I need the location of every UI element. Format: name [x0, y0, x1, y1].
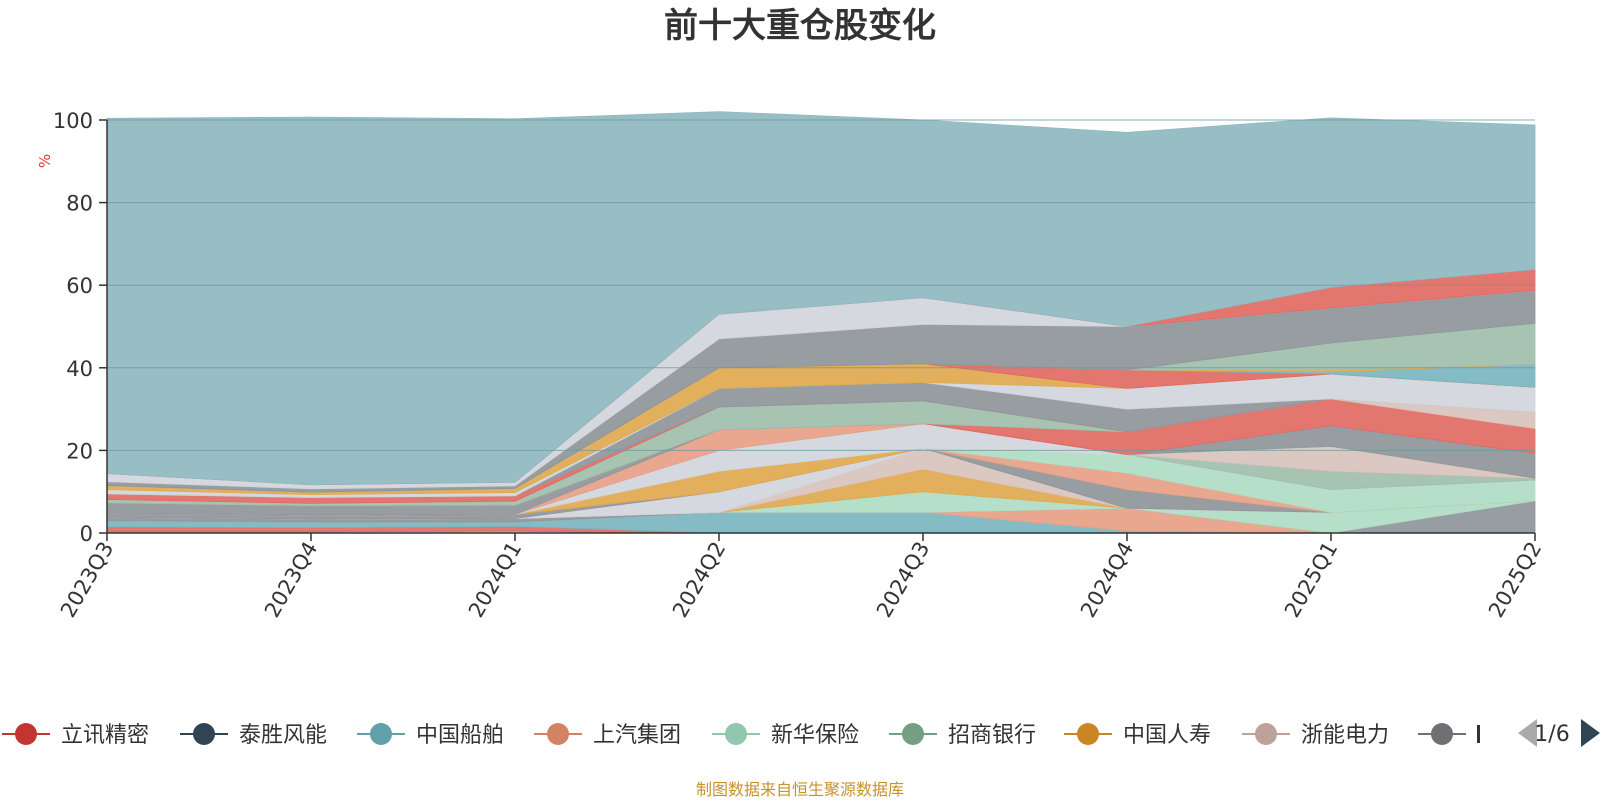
x-tick-label: 2024Q2: [668, 538, 730, 622]
y-tick-label: 20: [66, 439, 93, 463]
y-tick-label: 0: [80, 522, 93, 546]
legend-label: 新华保险: [771, 723, 859, 748]
x-tick-label: 2024Q3: [872, 538, 934, 622]
y-tick-label: 80: [66, 192, 93, 216]
legend-marker: [370, 723, 392, 745]
legend-marker: [193, 723, 215, 745]
legend-marker: [547, 723, 569, 745]
legend-item[interactable]: 上汽集团: [534, 723, 681, 748]
y-tick-label: 40: [66, 357, 93, 381]
x-tick-label: 2024Q4: [1076, 538, 1138, 622]
legend-marker: [1431, 723, 1453, 745]
legend-label: 浙能电力: [1301, 723, 1389, 748]
legend-item[interactable]: 中国船舶: [357, 723, 504, 748]
legend-next-icon[interactable]: [1581, 719, 1600, 747]
legend-label: 泰胜风能: [239, 723, 327, 748]
legend-item[interactable]: 立讯精密: [2, 723, 149, 748]
stacked-areas: [106, 111, 1536, 534]
legend-item[interactable]: 泰胜风能: [180, 723, 327, 748]
legend-marker: [15, 723, 37, 745]
legend-item[interactable]: 中国人寿: [1064, 723, 1211, 748]
source-note: 制图数据来自恒生聚源数据库: [696, 780, 904, 799]
legend-label: 中国船舶: [416, 723, 504, 748]
legend-label: 上汽集团: [593, 723, 681, 748]
legend-marker: [902, 723, 924, 745]
legend-item[interactable]: 招商银行: [889, 723, 1036, 748]
x-tick-label: 2025Q2: [1484, 538, 1546, 622]
legend-page-indicator: 1/6: [1534, 722, 1569, 747]
legend-label: 招商银行: [948, 723, 1036, 748]
x-tick-label: 2023Q4: [260, 538, 322, 622]
legend-prev-icon[interactable]: [1518, 719, 1537, 747]
legend-marker: [725, 723, 747, 745]
legend-item[interactable]: [1418, 723, 1480, 745]
x-tick-label: 2023Q3: [56, 538, 118, 622]
y-tick-label: 60: [66, 274, 93, 298]
legend-label: 中国人寿: [1123, 723, 1211, 748]
legend-label: 立讯精密: [61, 723, 149, 748]
legend-item[interactable]: 新华保险: [712, 723, 859, 748]
legend-item[interactable]: 浙能电力: [1242, 723, 1389, 748]
chart-title: 前十大重仓股变化: [664, 6, 936, 46]
x-tick-label: 2024Q1: [464, 538, 526, 622]
x-tick-label: 2025Q1: [1280, 538, 1342, 622]
legend-marker: [1077, 723, 1099, 745]
y-tick-label: 100: [53, 109, 93, 133]
legend-marker: [1255, 723, 1277, 745]
area-series-32: [106, 111, 1536, 486]
legend-pager: 1/6: [1518, 719, 1600, 747]
y-axis-unit: %: [36, 154, 54, 168]
grid-lines: [107, 119, 1535, 451]
legend: 立讯精密 泰胜风能 中国船舶 上汽集团 新华保险 招商银行 中国人寿 浙能电力: [2, 723, 1480, 748]
legend-label-clipped: [1477, 725, 1480, 743]
